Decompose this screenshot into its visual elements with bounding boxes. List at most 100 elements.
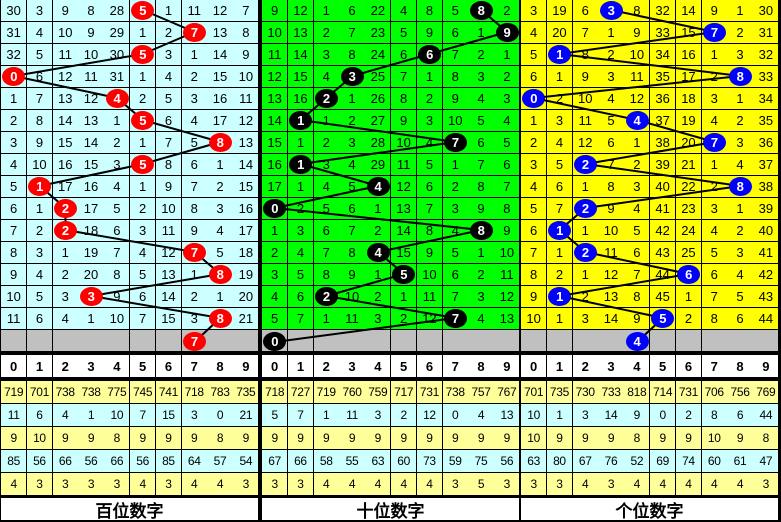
omission-cell: 5	[546, 154, 574, 176]
stat-cell: 56	[494, 450, 521, 473]
omission-cell: 4	[130, 242, 157, 264]
omission-cell: 1	[181, 44, 208, 66]
omission-cell: 1	[1, 88, 28, 110]
omission-cell: 3	[155, 44, 183, 66]
draw-ball: 8	[208, 308, 232, 328]
omission-cell: 8	[233, 22, 260, 44]
stat-cell: 73	[416, 450, 444, 473]
draw-ball: 1	[28, 176, 52, 196]
pending-cell	[650, 330, 677, 352]
omission-cell: 1	[572, 264, 599, 286]
stat-cell: 8	[104, 427, 131, 450]
omission-cell: 7	[287, 308, 315, 330]
omission-cell: 2	[104, 132, 131, 154]
omission-cell: 1	[494, 44, 521, 66]
omission-cell: 9	[155, 176, 183, 198]
digit-header: 7	[701, 355, 728, 378]
omission-cell: 8	[468, 176, 495, 198]
stat-cell: 9	[650, 427, 677, 450]
stat-cell: 727	[287, 381, 315, 404]
omission-cell: 24	[365, 44, 392, 66]
omission-cell: 5	[442, 242, 469, 264]
omission-cell: 11	[1, 308, 28, 330]
omission-cell: 3	[262, 264, 289, 286]
omission-cell: 4	[391, 0, 418, 22]
draw-ball: 3	[599, 0, 623, 20]
omission-cell: 5	[521, 44, 548, 66]
omission-cell: 8	[442, 66, 469, 88]
omission-cell: 4	[313, 66, 340, 88]
stat-cell: 3	[546, 473, 574, 496]
omission-cell: 7	[546, 198, 574, 220]
stat-cell: 4	[624, 473, 651, 496]
digit-header: 5	[391, 355, 418, 378]
omission-cell: 2	[365, 220, 392, 242]
omission-cell: 10	[339, 286, 366, 308]
omission-cell: 5	[727, 286, 754, 308]
omission-cell: 5	[262, 308, 289, 330]
stat-cell: 15	[155, 404, 183, 427]
pending-cell	[546, 330, 574, 352]
omission-cell: 15	[155, 308, 183, 330]
omission-cell: 8	[104, 264, 131, 286]
stat-cell: 4	[468, 404, 495, 427]
stat-cell: 11	[1, 404, 28, 427]
draw-ball: 2	[574, 242, 597, 262]
omission-cell: 3	[313, 44, 340, 66]
omission-cell: 2	[727, 110, 754, 132]
digit-header: 2	[313, 355, 340, 378]
omission-cell: 21	[675, 154, 703, 176]
stat-cell: 3	[598, 473, 625, 496]
omission-cell: 7	[339, 220, 366, 242]
stat-cell: 3	[572, 404, 599, 427]
omission-cell: 9	[494, 220, 521, 242]
omission-cell: 1	[442, 154, 469, 176]
omission-cell: 42	[753, 264, 780, 286]
stat-cell: 4	[675, 473, 703, 496]
omission-cell: 32	[650, 0, 677, 22]
omission-cell: 10	[26, 154, 54, 176]
omission-cell: 2	[521, 132, 548, 154]
omission-cell: 8	[624, 0, 651, 22]
omission-cell: 13	[52, 88, 79, 110]
omission-cell: 7	[521, 242, 548, 264]
omission-cell: 4	[598, 88, 625, 110]
omission-cell: 6	[572, 0, 599, 22]
digit-header: 2	[52, 355, 79, 378]
omission-cell: 1	[624, 132, 651, 154]
omission-cell: 7	[624, 264, 651, 286]
omission-cell: 13	[598, 286, 625, 308]
omission-cell: 4	[468, 88, 495, 110]
omission-cell: 10	[155, 198, 183, 220]
stat-cell: 60	[701, 450, 728, 473]
omission-cell: 9	[391, 110, 418, 132]
omission-cell: 1	[468, 22, 495, 44]
omission-cell: 32	[753, 44, 780, 66]
omission-cell: 4	[262, 286, 289, 308]
omission-cell: 15	[262, 132, 289, 154]
omission-cell: 17	[207, 110, 234, 132]
stat-cell: 4	[181, 473, 208, 496]
omission-cell: 12	[207, 0, 234, 22]
omission-cell: 3	[468, 66, 495, 88]
omission-cell: 10	[262, 22, 289, 44]
digit-header: 3	[339, 355, 366, 378]
stat-cell: 8	[753, 427, 780, 450]
omission-cell: 6	[339, 0, 366, 22]
stat-cell: 67	[572, 450, 599, 473]
omission-cell: 1	[546, 242, 574, 264]
omission-cell: 15	[207, 66, 234, 88]
stat-cell: 9	[442, 427, 469, 450]
omission-cell: 1	[287, 176, 315, 198]
stat-cell: 9	[675, 427, 703, 450]
stat-cell: 1	[78, 404, 105, 427]
omission-cell: 5	[1, 176, 28, 198]
omission-cell: 2	[26, 220, 54, 242]
omission-cell: 11	[494, 264, 521, 286]
omission-cell: 2	[442, 176, 469, 198]
stat-cell: 4	[416, 473, 444, 496]
omission-cell: 5	[207, 242, 234, 264]
omission-cell: 20	[546, 22, 574, 44]
omission-cell: 7	[701, 286, 728, 308]
omission-cell: 12	[78, 88, 105, 110]
